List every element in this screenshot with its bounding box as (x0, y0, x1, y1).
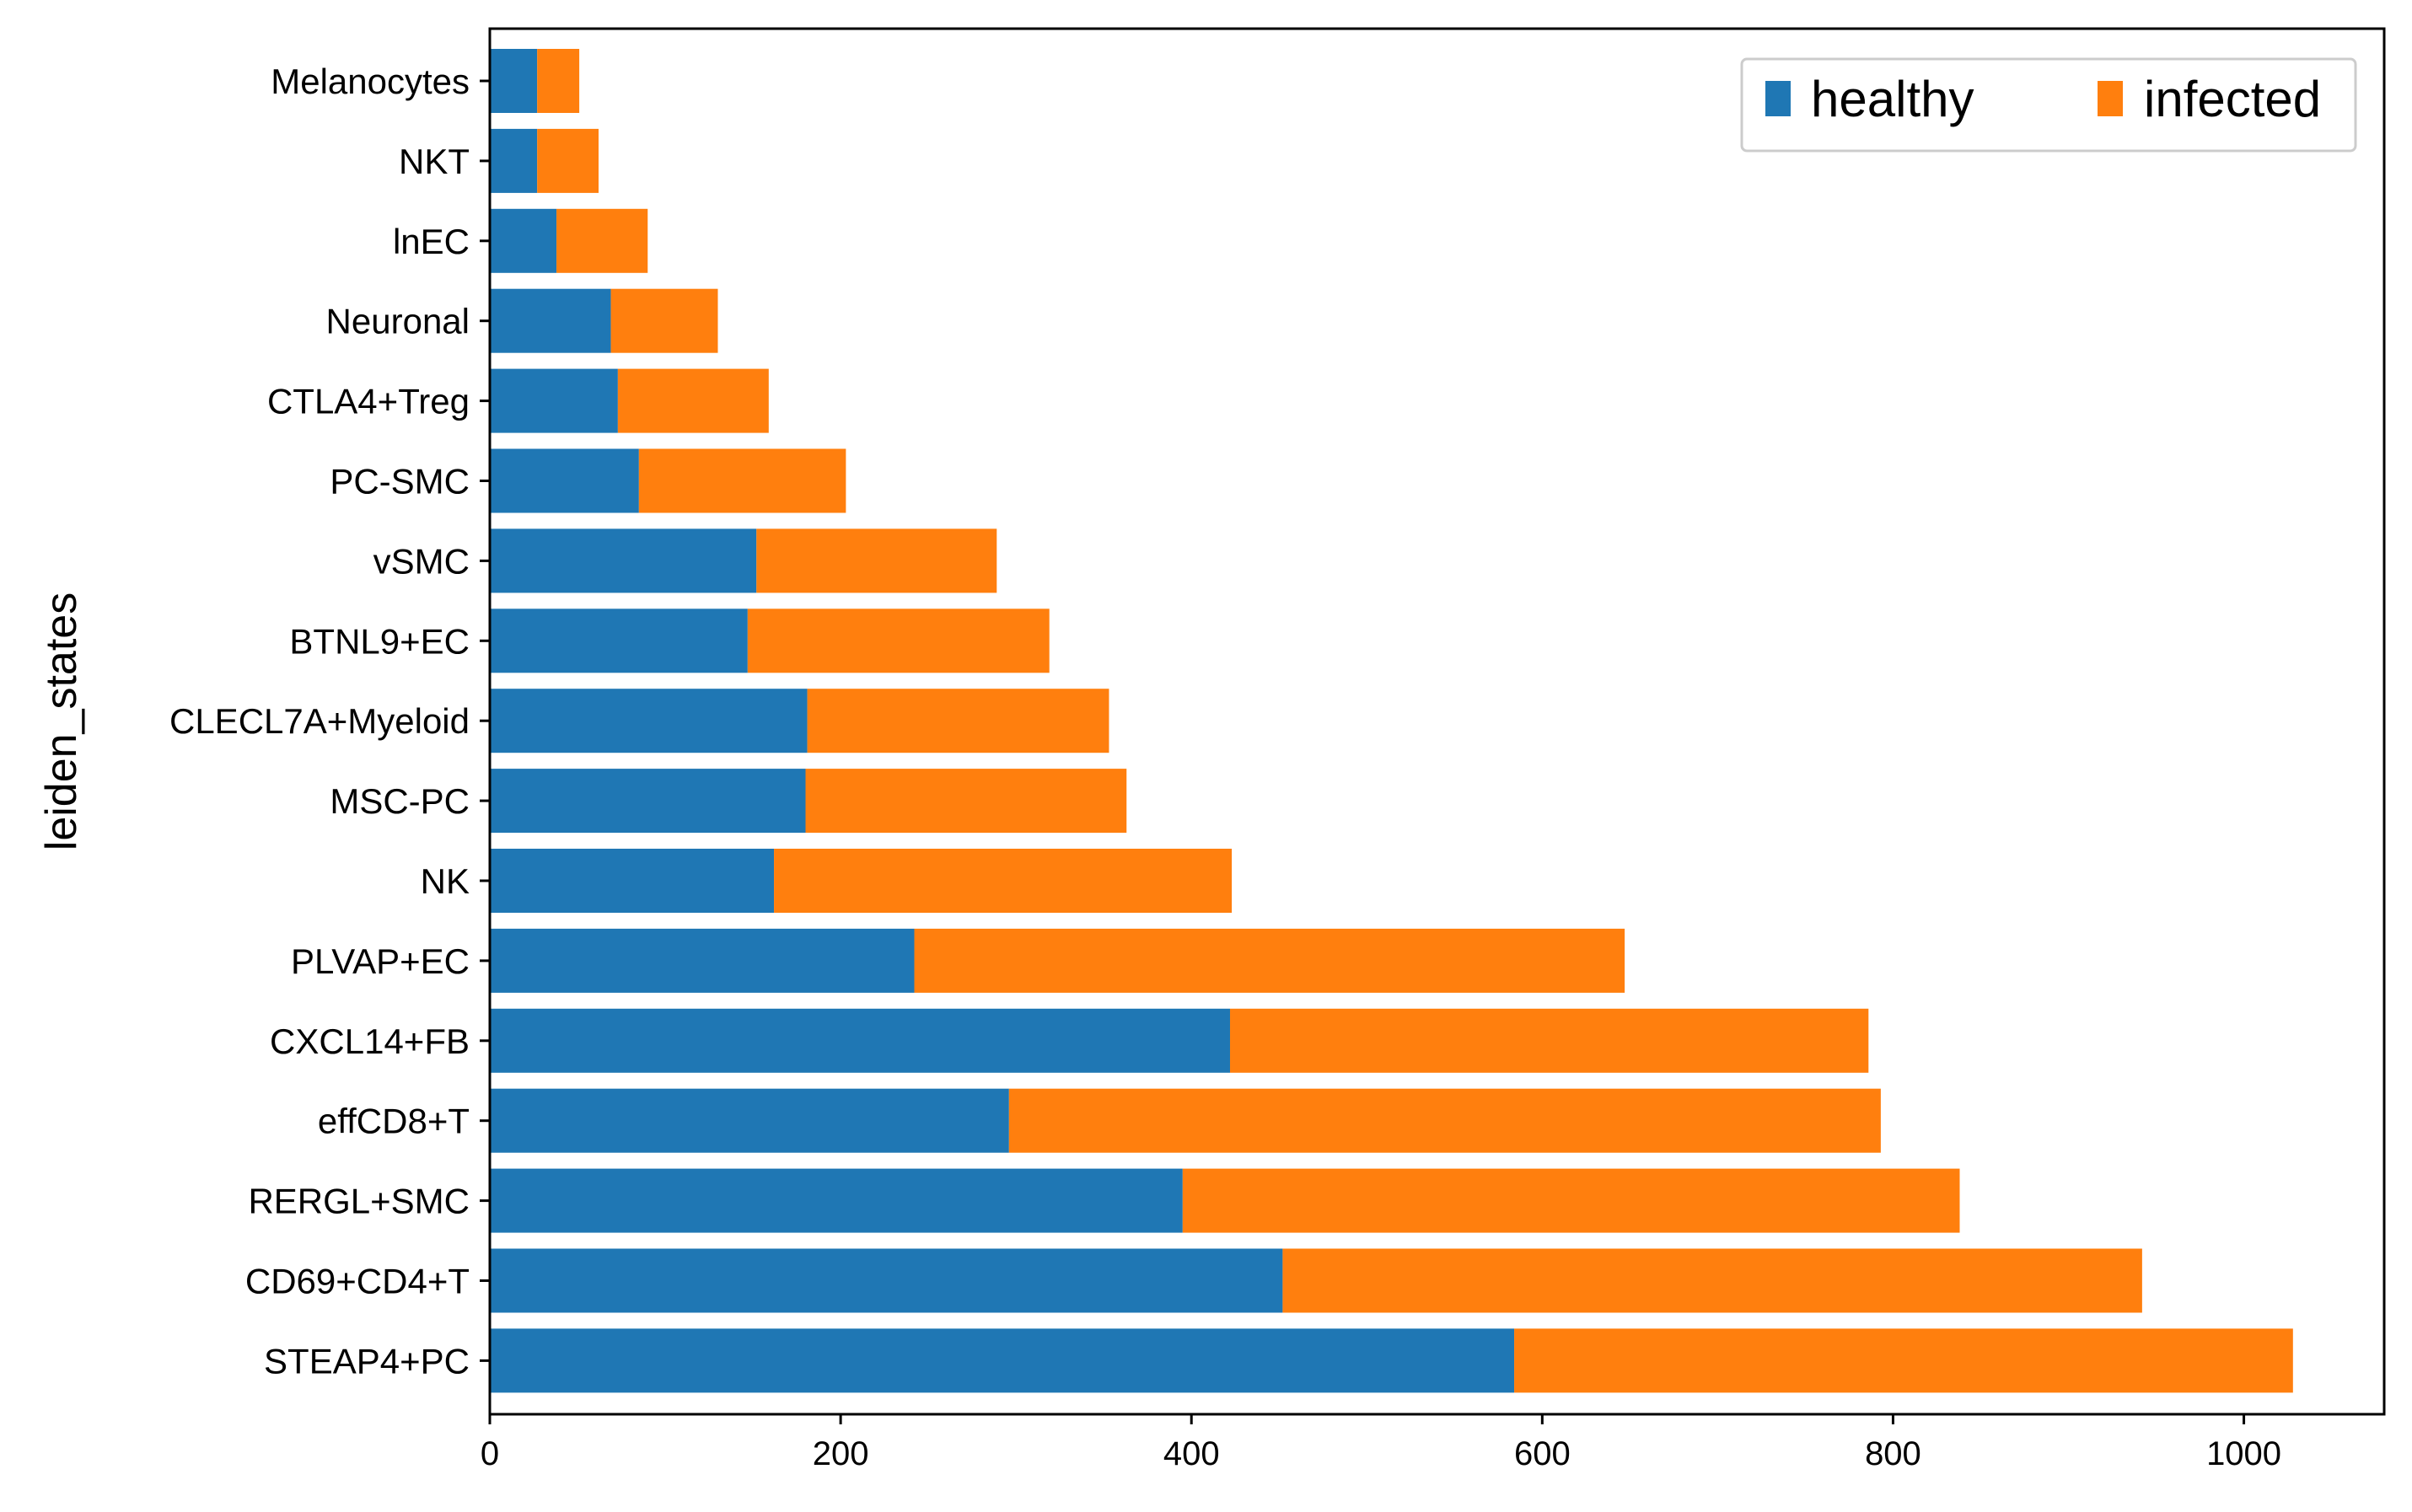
legend-swatch-infected (2098, 81, 2123, 116)
bar-healthy-cxcl14-fb (490, 1008, 1230, 1073)
bar-healthy-ctla4-treg (490, 368, 618, 433)
x-tick-label: 600 (1514, 1435, 1571, 1472)
y-tick-label: PC-SMC (330, 462, 470, 501)
y-tick-label: Neuronal (326, 302, 470, 341)
bar-infected-cd69-cd4-t (1282, 1248, 2142, 1313)
bar-healthy-cd69-cd4-t (490, 1248, 1283, 1313)
bar-healthy-plvap-ec (490, 928, 915, 993)
bar-healthy-neuronal (490, 288, 611, 353)
bar-infected-btnl9-ec (747, 609, 1050, 673)
y-tick-label: lnEC (393, 222, 470, 261)
bar-healthy-steap4-pc (490, 1328, 1515, 1393)
legend: healthy infected (1740, 57, 2357, 153)
y-tick-label: Melanocytes (271, 62, 470, 101)
bar-infected-ctla4-treg (617, 368, 769, 433)
y-axis: Melanocytes NKT lnEC Neuronal CTLA4+Treg PC-S… (169, 62, 490, 1381)
bar-infected-nkt (537, 128, 599, 193)
bar-healthy-clecl7a-myeloid (490, 689, 808, 753)
x-tick-label: 0 (481, 1435, 499, 1472)
y-tick-label: RERGL+SMC (248, 1182, 470, 1221)
bar-infected-rergl-smc (1182, 1168, 1960, 1233)
x-tick-label: 800 (1865, 1435, 1921, 1472)
y-tick-label: effCD8+T (318, 1102, 470, 1141)
legend-label-infected: infected (2144, 71, 2321, 127)
legend-frame (1740, 57, 2357, 153)
bar-infected-effcd8-t (1008, 1088, 1881, 1153)
x-tick-label: 1000 (2206, 1435, 2281, 1472)
x-axis: 0 200 400 600 800 1000 (481, 1414, 2281, 1472)
bar-healthy-vsmc (490, 528, 757, 593)
y-axis-title: leiden_states (37, 592, 86, 850)
bar-infected-steap4-pc (1514, 1328, 2293, 1393)
y-tick-label: CTLA4+Treg (267, 382, 470, 421)
y-tick-label: CXCL14+FB (270, 1021, 470, 1061)
x-tick-label: 200 (813, 1435, 869, 1472)
y-tick-label: PLVAP+EC (291, 941, 470, 981)
bar-infected-plvap-ec (914, 928, 1625, 993)
bar-healthy-btnl9-ec (490, 609, 748, 673)
bar-infected-msc-pc (805, 769, 1127, 834)
bar-infected-nk (774, 849, 1233, 913)
y-tick-label: BTNL9+EC (289, 621, 470, 661)
bar-healthy-rergl-smc (490, 1168, 1183, 1233)
bar-infected-pc-smc (638, 448, 846, 513)
bar-infected-neuronal (610, 288, 718, 353)
y-tick-label: STEAP4+PC (264, 1341, 470, 1381)
bar-healthy-msc-pc (490, 769, 806, 834)
bars-layer (490, 49, 2293, 1393)
bar-infected-melanocytes (537, 49, 580, 113)
y-tick-label: CD69+CD4+T (245, 1262, 470, 1301)
bar-infected-cxcl14-fb (1229, 1008, 1869, 1073)
y-tick-label: CLECL7A+Myeloid (169, 701, 470, 741)
bar-healthy-pc-smc (490, 448, 639, 513)
bar-healthy-nk (490, 849, 775, 913)
y-tick-label: vSMC (373, 541, 470, 581)
legend-swatch-healthy (1765, 81, 1791, 116)
bar-healthy-nkt (490, 128, 538, 193)
bar-infected-vsmc (756, 528, 997, 593)
bar-healthy-melanocytes (490, 49, 538, 113)
bar-healthy-lnec (490, 208, 557, 273)
y-tick-label: MSC-PC (330, 781, 470, 821)
bar-healthy-effcd8-t (490, 1088, 1009, 1153)
bar-infected-clecl7a-myeloid (807, 689, 1109, 753)
y-tick-label: NKT (399, 142, 470, 181)
legend-label-healthy: healthy (1811, 71, 1974, 127)
bar-infected-lnec (556, 208, 648, 273)
y-tick-label: NK (421, 861, 470, 901)
x-tick-label: 400 (1163, 1435, 1220, 1472)
